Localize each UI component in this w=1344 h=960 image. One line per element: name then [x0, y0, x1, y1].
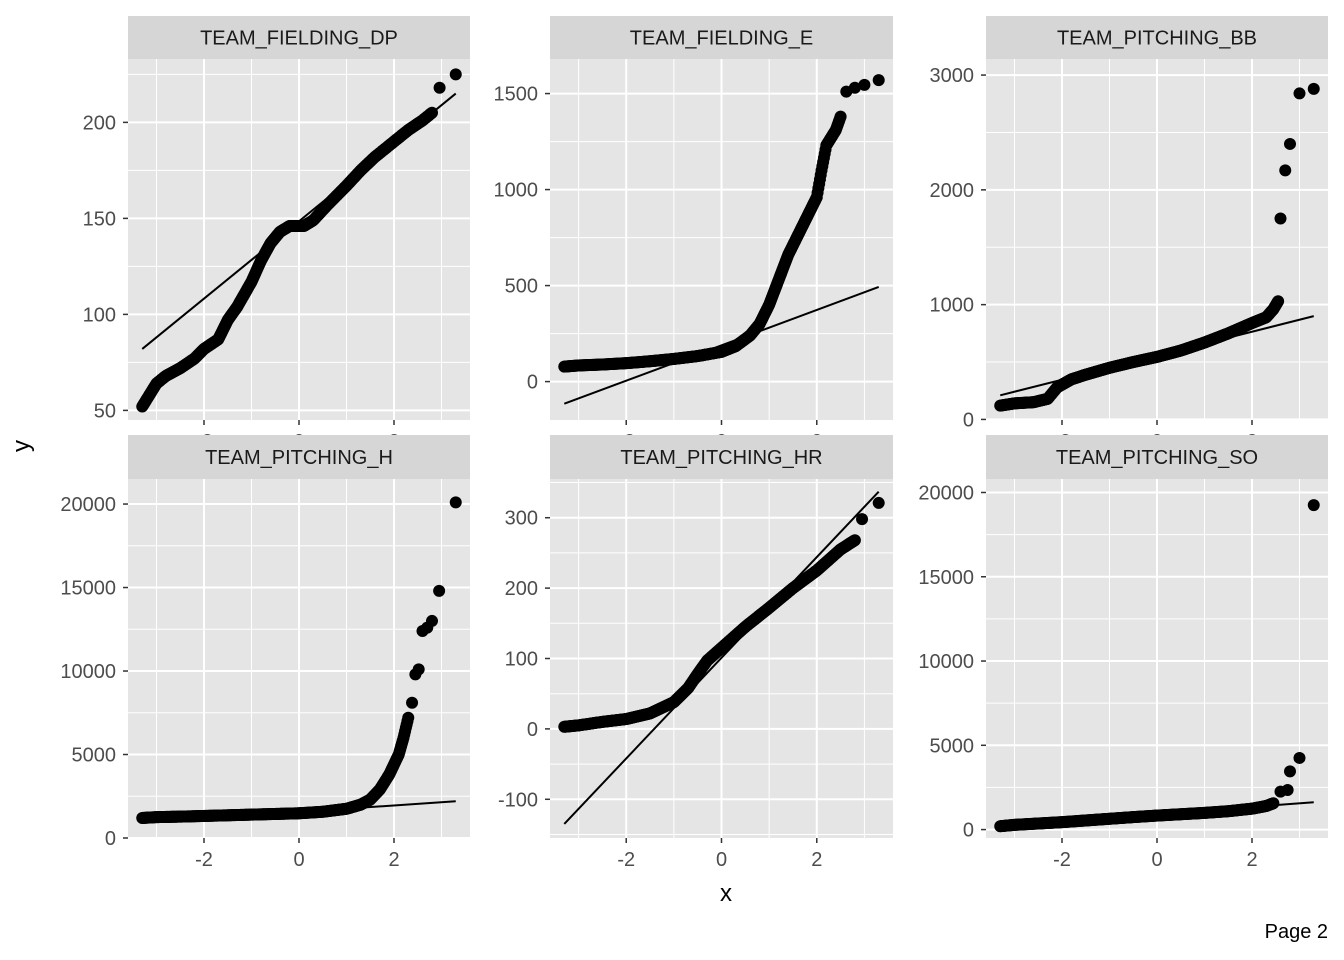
sample-point — [1274, 212, 1287, 225]
facet-strip — [128, 16, 470, 59]
facet-strip — [550, 435, 893, 479]
facet-title: TEAM_PITCHING_HR — [620, 447, 822, 469]
facet-title: TEAM_PITCHING_BB — [1057, 28, 1257, 50]
facet-strip — [986, 16, 1328, 59]
x-tick-label: 0 — [1151, 849, 1162, 871]
y-tick-label: 1000 — [930, 295, 975, 317]
sample-point — [848, 81, 861, 94]
y-tick-label: 5000 — [930, 735, 975, 757]
sample-point — [1281, 783, 1294, 796]
y-tick-label: 15000 — [918, 567, 974, 589]
y-tick-label: 1500 — [494, 84, 539, 106]
y-tick-label: 500 — [505, 276, 538, 298]
sample-point — [1279, 164, 1292, 177]
y-tick-label: 0 — [105, 828, 116, 850]
page-number: Page 2 — [1264, 921, 1328, 943]
panel-team-pitching-hr: TEAM_PITCHING_HR -100 0 100 200 300 -2 0 2 — [498, 435, 893, 871]
x-tick-label: 0 — [716, 849, 727, 871]
y-tick-label: 20000 — [918, 482, 974, 504]
sample-point — [426, 614, 438, 627]
y-tick-label: 10000 — [918, 651, 974, 673]
sample-point — [1293, 751, 1306, 764]
y-tick-label: 200 — [83, 112, 116, 134]
y-tick-label: 300 — [505, 508, 538, 530]
sample-point — [834, 110, 847, 123]
y-tick-label: 20000 — [60, 494, 116, 516]
sample-point — [1267, 797, 1280, 810]
facet-title: TEAM_PITCHING_H — [205, 447, 393, 469]
sample-point — [848, 534, 861, 547]
y-tick-label: 0 — [527, 372, 538, 394]
sample-point — [449, 496, 462, 509]
sample-point — [1272, 295, 1285, 308]
y-tick-label: 10000 — [60, 661, 116, 683]
sample-point — [1307, 82, 1320, 95]
y-tick-label: 200 — [505, 578, 538, 600]
sample-point — [872, 74, 885, 87]
y-tick-label: 0 — [963, 409, 974, 431]
sample-point — [433, 81, 446, 94]
y-tick-label: 15000 — [60, 578, 116, 600]
x-tick-label: -2 — [1053, 849, 1071, 871]
x-tick-label: 2 — [388, 849, 399, 871]
sample-point — [449, 68, 462, 81]
y-tick-label: 2000 — [930, 180, 975, 202]
sample-point — [1284, 765, 1296, 778]
x-tick-label: 2 — [811, 849, 822, 871]
sample-point — [856, 513, 869, 526]
sample-point — [858, 78, 871, 91]
sample-point — [426, 106, 438, 119]
x-tick-label: 2 — [1246, 849, 1257, 871]
sample-point — [1284, 137, 1296, 150]
y-tick-label: 0 — [963, 820, 974, 842]
x-axis-title: x — [720, 880, 732, 907]
x-tick-label: -2 — [617, 849, 635, 871]
y-tick-label: 100 — [83, 304, 116, 326]
y-tick-label: 0 — [527, 719, 538, 741]
y-tick-label: -100 — [498, 789, 538, 811]
facet-strip — [986, 435, 1328, 479]
panel-team-pitching-h: TEAM_PITCHING_H 0 5000 10000 15000 20000 -2 0 2 — [60, 435, 470, 871]
y-tick-label: 50 — [94, 400, 116, 422]
facet-title: TEAM_PITCHING_SO — [1056, 447, 1258, 469]
x-tick-label: 0 — [293, 849, 304, 871]
panel-team-pitching-so: TEAM_PITCHING_SO 0 5000 10000 15000 20000 -2 0 2 — [918, 435, 1328, 871]
qq-reference-line — [563, 285, 880, 405]
qq-reference-line — [563, 490, 880, 825]
facet-strip — [128, 435, 470, 479]
sample-point — [872, 496, 885, 509]
y-tick-label: 150 — [83, 208, 116, 230]
sample-point — [406, 696, 419, 709]
y-axis-title: y — [8, 440, 35, 452]
x-tick-label: -2 — [195, 849, 213, 871]
sample-point — [433, 584, 446, 597]
facet-title: TEAM_FIELDING_DP — [200, 28, 398, 50]
sample-point — [412, 663, 425, 676]
y-tick-label: 3000 — [930, 65, 975, 87]
facet-title: TEAM_FIELDING_E — [630, 28, 813, 50]
y-tick-label: 5000 — [72, 745, 117, 767]
y-tick-label: 100 — [505, 649, 538, 671]
y-tick-label: 1000 — [494, 180, 539, 202]
facet-strip — [550, 16, 893, 59]
sample-point — [1293, 87, 1306, 100]
sample-point — [402, 711, 415, 724]
sample-point — [1307, 499, 1320, 512]
